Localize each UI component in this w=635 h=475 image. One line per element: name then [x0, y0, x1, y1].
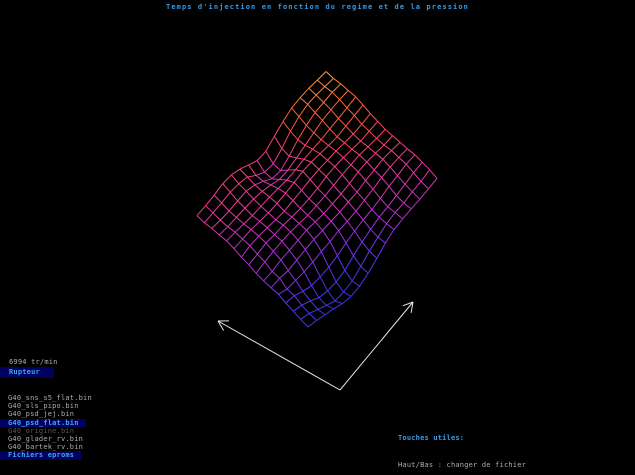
file-item[interactable]: G40_sns_s5_flat.bin — [8, 394, 92, 402]
page-title: Temps d'injection en fonction du regime … — [166, 3, 469, 11]
file-item[interactable]: G40_sls_pipo.bin — [8, 402, 79, 411]
help-line: Haut/Bas : changer de fichier — [398, 461, 527, 469]
rpm-readout: 6994 tr/min — [9, 358, 58, 366]
help-title: Touches utiles: — [398, 434, 465, 442]
file-item[interactable]: G40_bartek_rv.bin — [8, 443, 84, 452]
file-item[interactable]: G40_glader_rv.bin — [8, 434, 84, 443]
axes-arrows — [217, 301, 414, 391]
file-item[interactable]: G40_origine.bin — [8, 426, 75, 435]
file-list-header: Fichiers eproms — [0, 451, 82, 460]
file-item[interactable]: G40_psd_jej.bin — [8, 410, 75, 419]
wireframe-mesh — [196, 71, 438, 328]
file-item-selected[interactable]: G40_psd_flat.bin — [0, 418, 86, 427]
rupteur-mode-badge: Rupteur — [0, 367, 54, 378]
help-panel: Touches utiles: Haut/Bas : changer de fi… — [398, 416, 566, 475]
eprom-file-list: G40_sns_s5_flat.bin G40_sls_pipo.bin G40… — [0, 394, 99, 460]
